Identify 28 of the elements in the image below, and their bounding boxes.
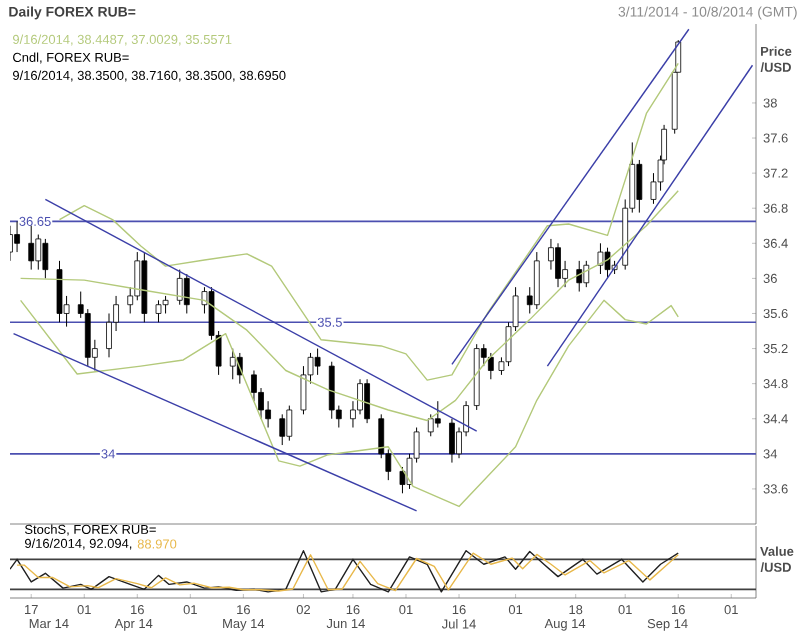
candlestick bbox=[364, 378, 370, 424]
candlestick bbox=[56, 260, 63, 323]
candlestick bbox=[449, 418, 455, 464]
candlestick bbox=[28, 225, 35, 271]
candlestick bbox=[555, 242, 561, 288]
candlestick bbox=[183, 273, 190, 314]
candlestick bbox=[14, 220, 20, 253]
candlestick bbox=[583, 260, 590, 288]
candlestick bbox=[279, 413, 286, 446]
candlestick bbox=[84, 308, 91, 367]
candlestick bbox=[328, 361, 335, 420]
candlestick bbox=[42, 238, 49, 279]
candlestick bbox=[35, 234, 42, 271]
candlestick bbox=[399, 466, 406, 494]
candlestick bbox=[286, 405, 293, 442]
candlestick bbox=[314, 348, 321, 376]
candlestick bbox=[155, 299, 162, 323]
line-series bbox=[19, 299, 679, 508]
candlestick bbox=[229, 348, 236, 380]
candlestick bbox=[548, 238, 554, 271]
candlestick bbox=[597, 242, 604, 275]
candlestick bbox=[636, 159, 643, 214]
candlestick bbox=[576, 260, 583, 293]
candlestick bbox=[604, 247, 611, 279]
candlestick bbox=[434, 400, 441, 429]
candlestick bbox=[176, 269, 183, 306]
candlestick bbox=[533, 251, 540, 310]
candlestick bbox=[487, 352, 494, 380]
